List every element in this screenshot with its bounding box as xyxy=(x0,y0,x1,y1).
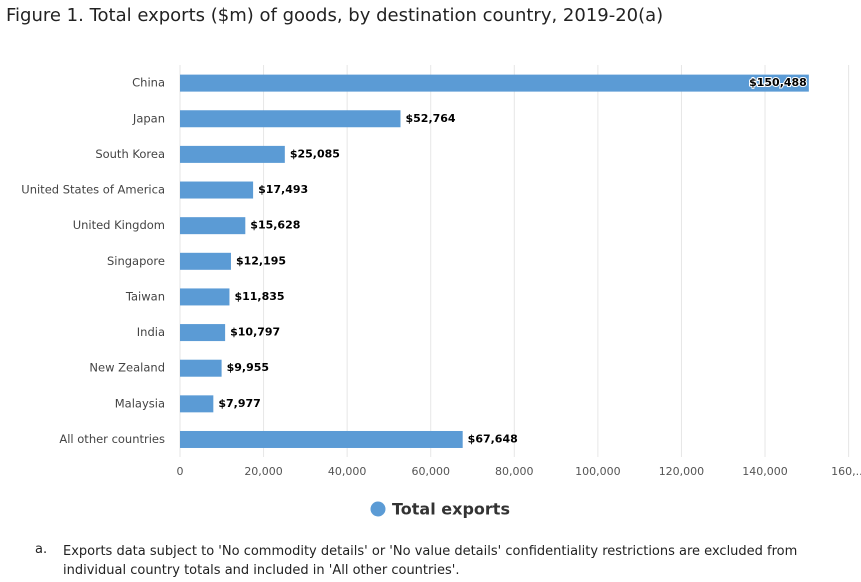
data-label: $17,493 xyxy=(258,183,308,196)
data-label: $9,955 xyxy=(227,361,269,374)
data-label: $15,628 xyxy=(250,219,300,232)
y-tick-label: Singapore xyxy=(107,254,165,268)
data-label: $11,835 xyxy=(234,290,284,303)
y-tick-label: South Korea xyxy=(95,147,165,161)
y-tick-label: China xyxy=(132,76,165,90)
bar xyxy=(180,252,231,270)
data-label: $10,797 xyxy=(230,326,280,339)
x-tick-label: 140,000 xyxy=(742,465,788,478)
x-tick-label: 0 xyxy=(177,465,184,478)
x-tick-label: 160,... xyxy=(831,465,861,478)
y-tick-label: All other countries xyxy=(59,432,165,446)
bar xyxy=(180,181,254,199)
data-label: $25,085 xyxy=(290,147,340,160)
x-tick-label: 120,000 xyxy=(659,465,705,478)
bar xyxy=(180,110,401,128)
y-tick-label: New Zealand xyxy=(89,361,165,375)
chart-title: Figure 1. Total exports ($m) of goods, b… xyxy=(6,5,664,26)
footnote-text: Exports data subject to 'No commodity de… xyxy=(63,544,798,578)
legend-label: Total exports xyxy=(392,500,510,519)
data-label: $67,648 xyxy=(468,432,518,445)
data-label: $52,764 xyxy=(405,112,455,125)
bar xyxy=(180,430,463,448)
y-tick-label: United States of America xyxy=(21,183,165,197)
bar xyxy=(180,288,230,306)
x-tick-label: 100,000 xyxy=(575,465,621,478)
x-tick-label: 60,000 xyxy=(411,465,450,478)
bar xyxy=(180,74,809,92)
data-label: $7,977 xyxy=(218,397,260,410)
footnote-marker: a. xyxy=(35,542,48,557)
legend-marker xyxy=(370,501,386,517)
data-label: $150,488 xyxy=(749,76,807,89)
y-tick-label: Taiwan xyxy=(125,289,165,303)
y-tick-label: India xyxy=(137,325,165,339)
bar xyxy=(180,359,222,377)
bar xyxy=(180,217,246,235)
bar xyxy=(180,395,214,413)
data-label: $12,195 xyxy=(236,254,286,267)
x-tick-label: 80,000 xyxy=(495,465,534,478)
bar xyxy=(180,324,226,342)
y-tick-label: United Kingdom xyxy=(73,218,165,232)
chart: 0 20,000 40,000 60,000 80,000 100,000 120,000 1… xyxy=(21,65,861,519)
y-tick-label: Japan xyxy=(132,111,165,125)
x-tick-label: 20,000 xyxy=(244,465,283,478)
y-tick-label: Malaysia xyxy=(115,396,165,410)
x-tick-label: 40,000 xyxy=(328,465,367,478)
bar xyxy=(180,145,285,163)
